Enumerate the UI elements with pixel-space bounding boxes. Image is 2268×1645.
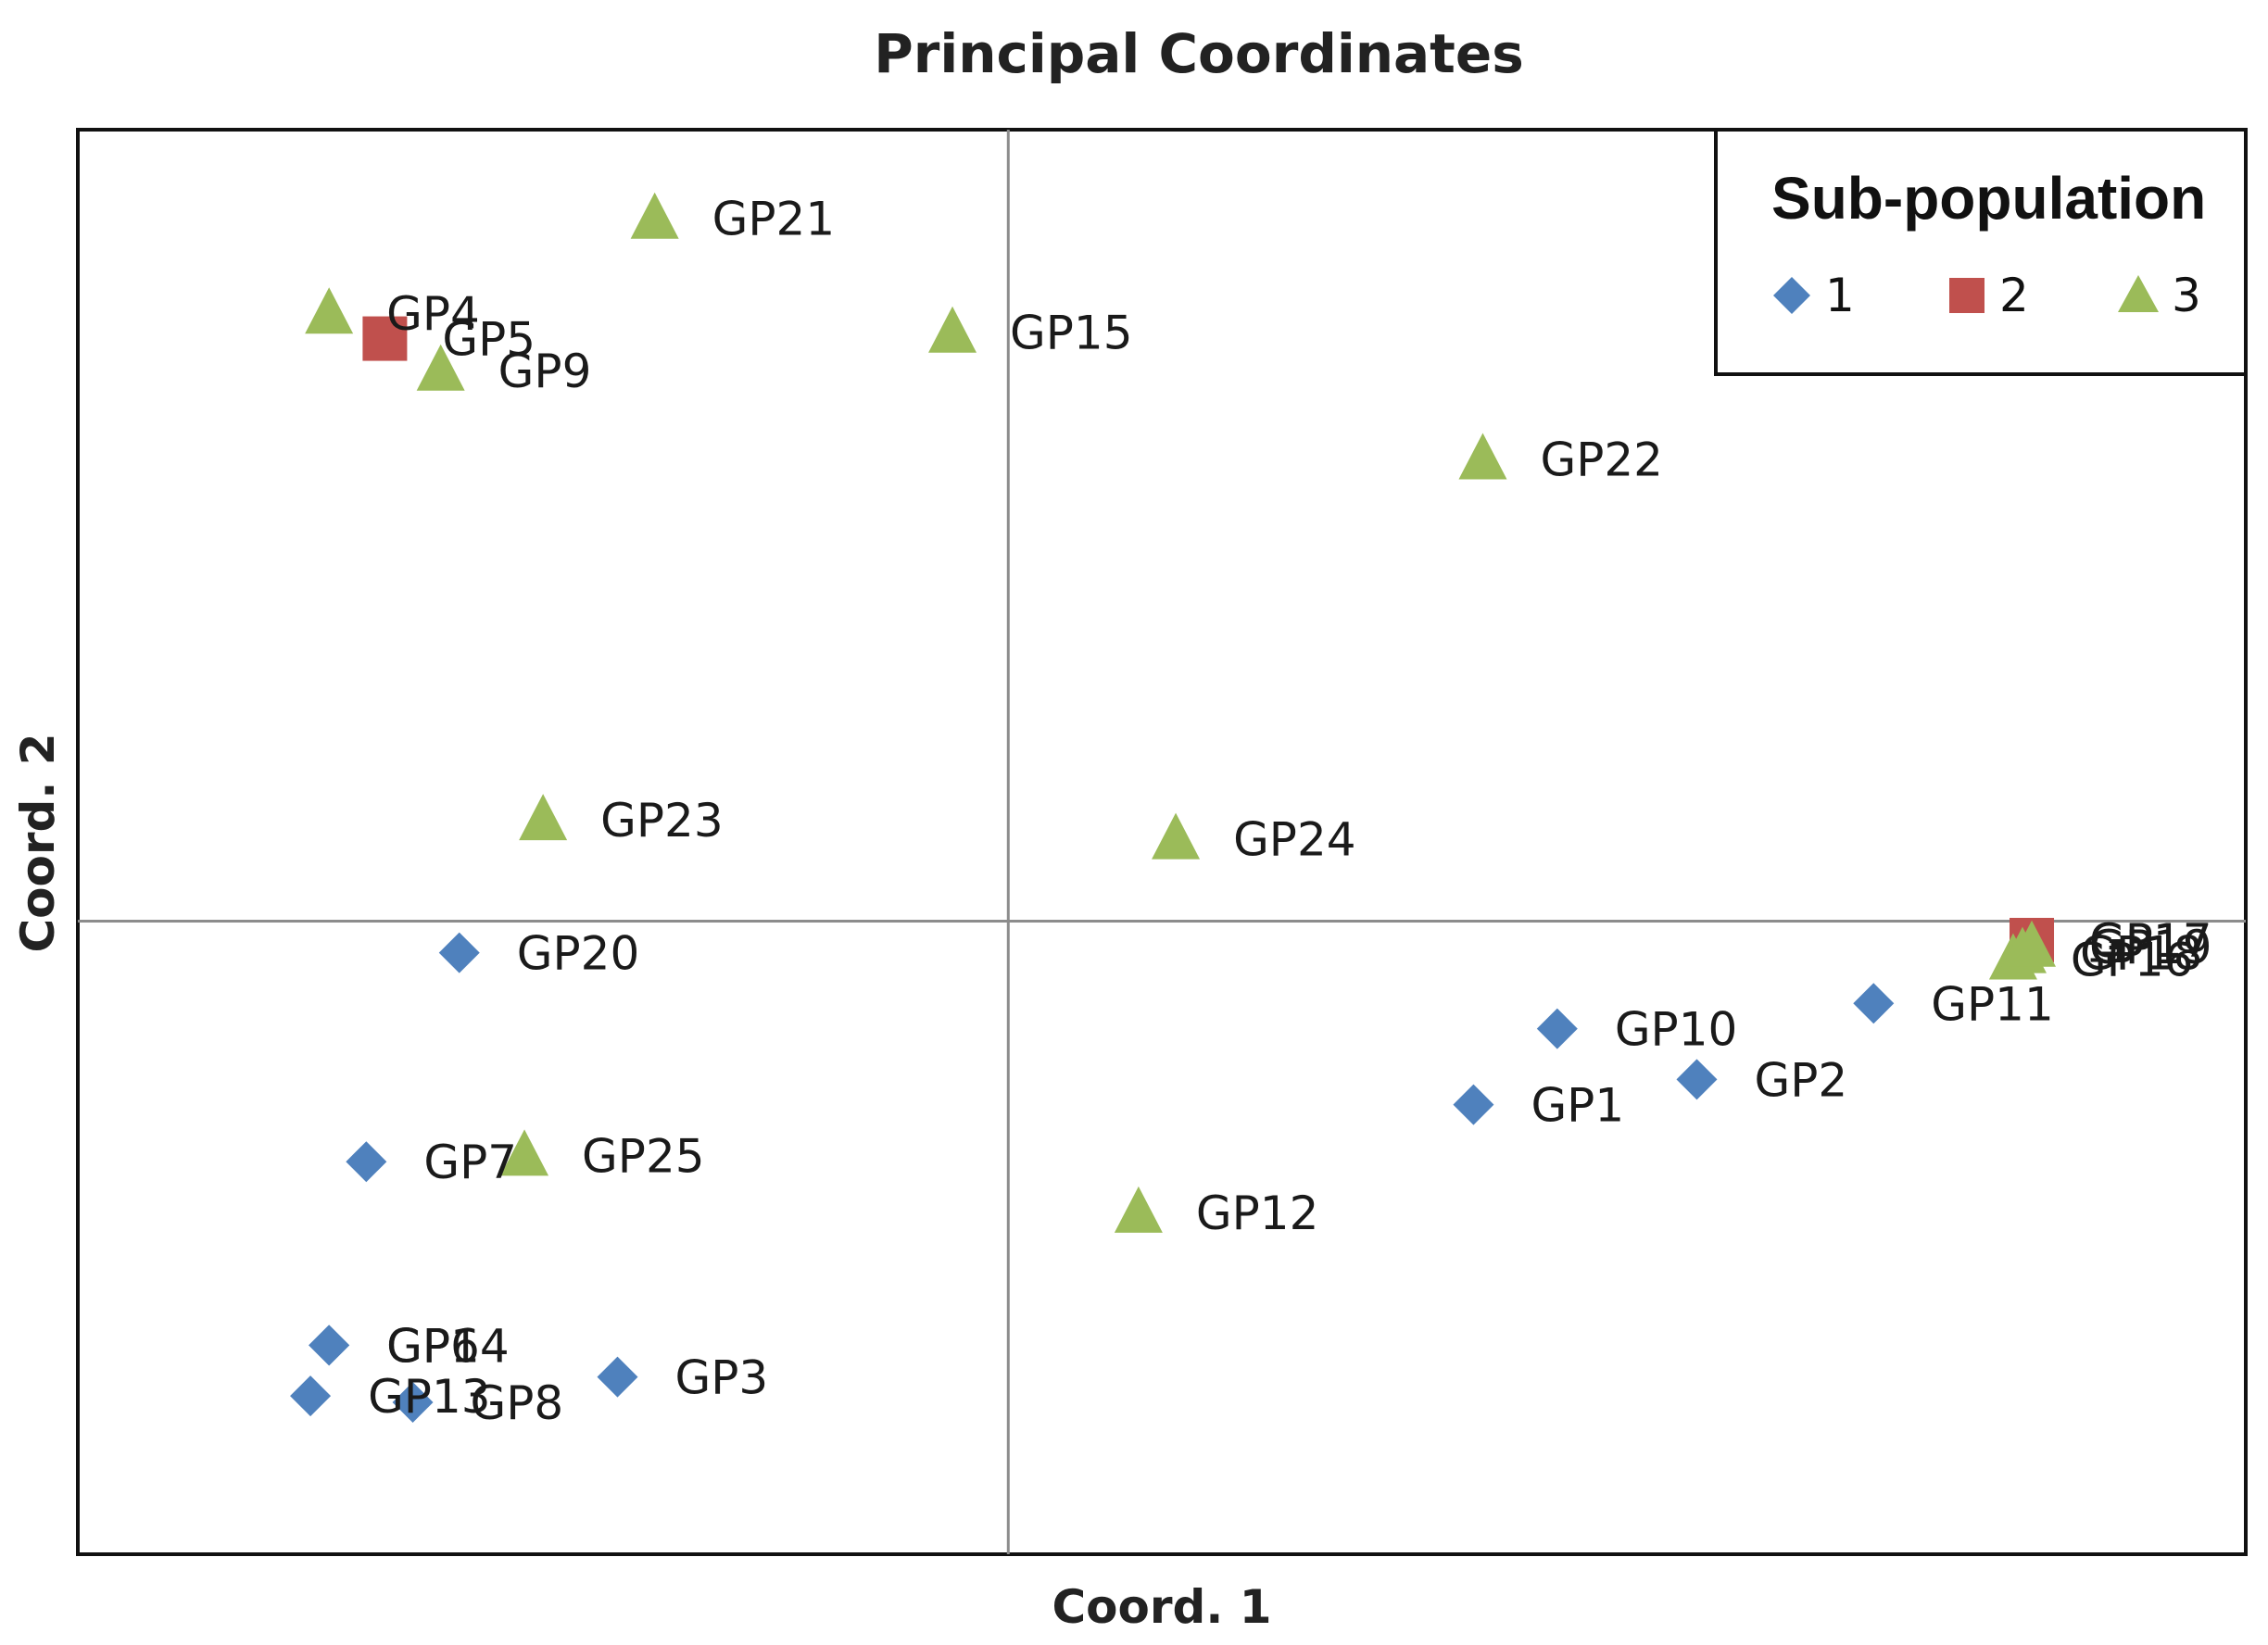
point-gp11-marker xyxy=(1853,983,1895,1024)
point-label-gp7: GP7 xyxy=(423,1136,517,1189)
point-gp7-marker xyxy=(346,1141,387,1183)
point-label-gp15: GP15 xyxy=(1010,307,1133,360)
point-label-gp16: GP16 xyxy=(2071,933,2194,986)
point-gp25-marker xyxy=(500,1129,549,1176)
point-gp9-marker xyxy=(416,344,465,391)
point-gp21-marker xyxy=(630,192,679,239)
point-label-gp20: GP20 xyxy=(517,927,640,981)
legend-label-1: 1 xyxy=(1825,269,1855,322)
point-label-gp9: GP9 xyxy=(498,345,592,398)
point-label-gp12: GP12 xyxy=(1196,1187,1319,1240)
point-label-gp25: GP25 xyxy=(582,1129,705,1183)
point-gp19-marker xyxy=(2008,920,2057,967)
point-label-gp18: GP18 xyxy=(2080,927,2203,981)
point-gp24-marker xyxy=(1152,812,1201,860)
point-label-gp24: GP24 xyxy=(1233,813,1356,867)
point-gp20-marker xyxy=(438,932,480,973)
legend-marker-3 xyxy=(2118,275,2159,312)
point-gp3-marker xyxy=(597,1356,638,1398)
x-axis-title: Coord. 1 xyxy=(1052,1580,1271,1634)
point-label-gp1: GP1 xyxy=(1531,1079,1624,1133)
data-points xyxy=(290,192,2057,1423)
point-gp13-marker xyxy=(290,1375,332,1417)
legend-label-3: 3 xyxy=(2172,269,2201,322)
point-label-gp6: GP6 xyxy=(386,1319,480,1373)
point-label-gp22: GP22 xyxy=(1540,433,1663,486)
point-label-gp8: GP8 xyxy=(471,1376,564,1430)
point-gp8-marker xyxy=(392,1381,434,1423)
point-gp5-marker xyxy=(362,316,408,361)
legend-label-2: 2 xyxy=(1999,269,2029,322)
point-gp12-marker xyxy=(1114,1186,1163,1233)
point-label-gp23: GP23 xyxy=(600,794,724,848)
point-label-gp2: GP2 xyxy=(1754,1053,1847,1107)
point-gp1-marker xyxy=(1453,1084,1494,1125)
point-gp4-marker xyxy=(305,287,354,334)
y-axis-title: Coord. 2 xyxy=(11,733,65,952)
point-gp14-marker xyxy=(309,1325,350,1366)
legend-title: Sub-population xyxy=(1771,165,2206,232)
point-label-gp11: GP11 xyxy=(1931,977,2054,1031)
point-gp2-marker xyxy=(1676,1059,1718,1100)
point-gp22-marker xyxy=(1458,433,1507,480)
legend-marker-2 xyxy=(1949,278,1984,313)
point-gp15-marker xyxy=(928,306,977,353)
legend-box xyxy=(1714,128,2248,376)
point-gp10-marker xyxy=(1536,1008,1578,1049)
legend: Sub-population 1 2 3 xyxy=(1714,128,2248,376)
legend-marker-1 xyxy=(1773,277,1810,314)
point-label-gp4: GP4 xyxy=(386,287,480,341)
point-label-gp14: GP14 xyxy=(386,1319,510,1373)
point-label-gp17: GP17 xyxy=(2089,914,2212,968)
chart-title: Principal Coordinates xyxy=(874,22,1524,85)
point-label-gp10: GP10 xyxy=(1615,1003,1738,1057)
point-label-gp13: GP13 xyxy=(368,1370,491,1424)
point-gp23-marker xyxy=(519,794,568,841)
point-label-gp19: GP19 xyxy=(2089,921,2212,974)
point-label-gp5: GP5 xyxy=(442,313,536,367)
point-label-gp21: GP21 xyxy=(712,193,836,246)
point-label-gp3: GP3 xyxy=(674,1351,768,1405)
